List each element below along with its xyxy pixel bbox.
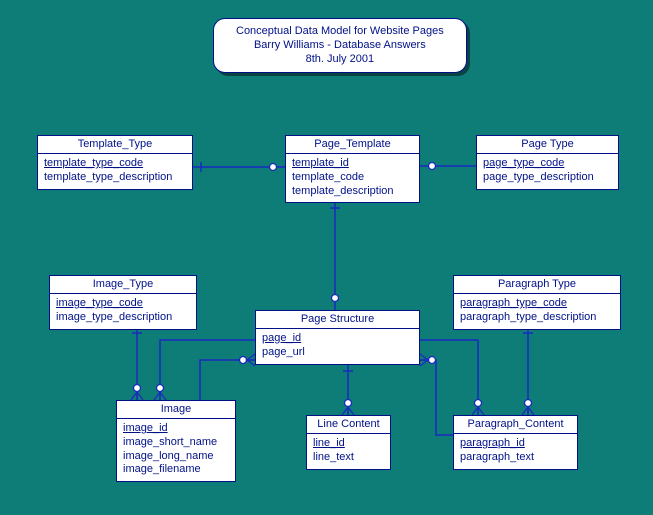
attribute: page_type_description [483, 171, 612, 185]
entity-page_structure: Page Structurepage_idpage_url [255, 310, 420, 365]
attribute: paragraph_text [460, 451, 571, 465]
entity-page_type: Page Typepage_type_codepage_type_descrip… [476, 135, 619, 190]
entity-paragraph_content: Paragraph_Contentparagraph_idparagraph_t… [453, 415, 578, 470]
entity-title: Line Content [307, 416, 390, 434]
attribute-pk: template_type_code [44, 157, 186, 171]
relation-page_structure-image [160, 340, 265, 400]
entity-page_template: Page_Templatetemplate_idtemplate_codetem… [285, 135, 420, 203]
entity-body: paragraph_type_codeparagraph_type_descri… [454, 294, 620, 329]
relation-paragraph_content-page_structure [420, 360, 453, 435]
attribute: page_url [262, 346, 413, 360]
entity-body: page_type_codepage_type_description [477, 154, 618, 189]
attribute-pk: paragraph_id [460, 437, 571, 451]
entity-title: Paragraph_Content [454, 416, 577, 434]
relation-page_structure-paragraph_content [410, 340, 478, 415]
attribute: image_filename [123, 463, 229, 477]
attribute-pk: page_id [262, 332, 413, 346]
attribute: line_text [313, 451, 384, 465]
attribute-pk: template_id [292, 157, 413, 171]
attribute: template_type_description [44, 171, 186, 185]
entity-image_type: Image_Typeimage_type_codeimage_type_desc… [49, 275, 197, 330]
entity-template_type: Template_Typetemplate_type_codetemplate_… [37, 135, 193, 190]
entity-title: Template_Type [38, 136, 192, 154]
entity-title: Page Type [477, 136, 618, 154]
entity-body: template_type_codetemplate_type_descript… [38, 154, 192, 189]
entity-body: image_idimage_short_nameimage_long_namei… [117, 419, 235, 481]
title-line: 8th. July 2001 [236, 53, 444, 67]
title-line: Barry Williams - Database Answers [236, 39, 444, 53]
attribute: template_code [292, 171, 413, 185]
entity-title: Page_Template [286, 136, 419, 154]
attribute: paragraph_type_description [460, 311, 614, 325]
entity-image: Imageimage_idimage_short_nameimage_long_… [116, 400, 236, 482]
entity-title: Paragraph Type [454, 276, 620, 294]
attribute: image_type_description [56, 311, 190, 325]
attribute-pk: paragraph_type_code [460, 297, 614, 311]
diagram-canvas: Conceptual Data Model for Website PagesB… [0, 0, 653, 515]
entity-line_content: Line Contentline_idline_text [306, 415, 391, 470]
attribute-pk: line_id [313, 437, 384, 451]
attribute: image_long_name [123, 450, 229, 464]
attribute-pk: image_type_code [56, 297, 190, 311]
entity-title: Image [117, 401, 235, 419]
entity-title: Image_Type [50, 276, 196, 294]
attribute-pk: page_type_code [483, 157, 612, 171]
entity-title: Page Structure [256, 311, 419, 329]
relation-image-page_structure [200, 360, 255, 400]
entity-body: template_idtemplate_codetemplate_descrip… [286, 154, 419, 202]
title-line: Conceptual Data Model for Website Pages [236, 25, 444, 39]
entity-body: image_type_codeimage_type_description [50, 294, 196, 329]
attribute: template_description [292, 185, 413, 199]
entity-body: paragraph_idparagraph_text [454, 434, 577, 469]
entity-body: line_idline_text [307, 434, 390, 469]
entity-body: page_idpage_url [256, 329, 419, 364]
diagram-title-box: Conceptual Data Model for Website PagesB… [213, 18, 467, 73]
attribute: image_short_name [123, 436, 229, 450]
entity-paragraph_type: Paragraph Typeparagraph_type_codeparagra… [453, 275, 621, 330]
attribute-pk: image_id [123, 422, 229, 436]
